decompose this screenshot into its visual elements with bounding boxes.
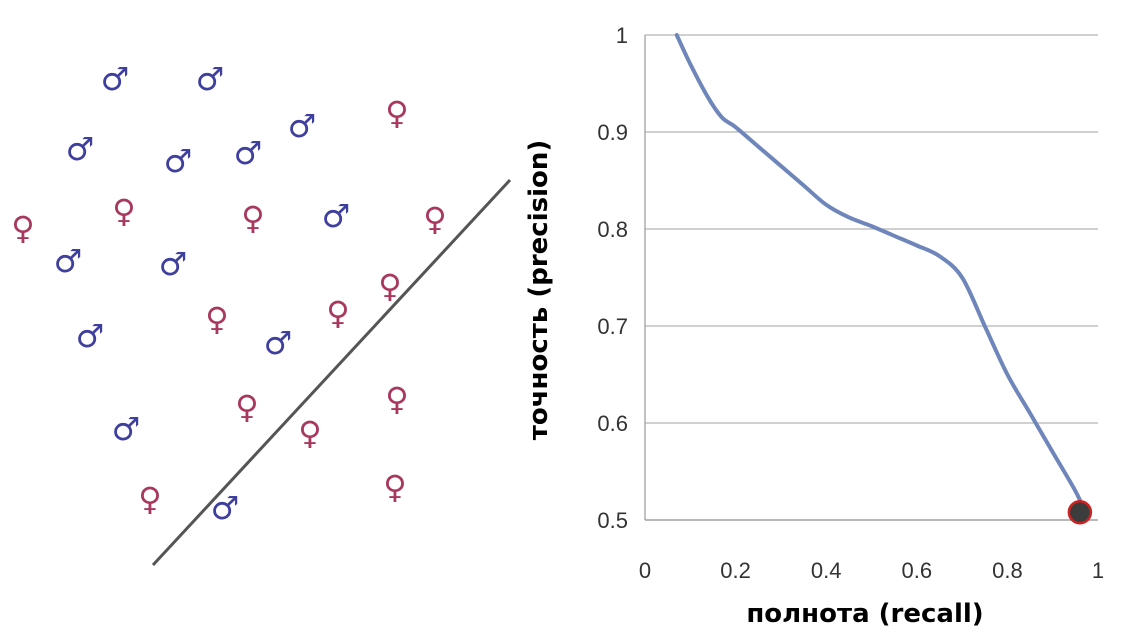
male-symbol-icon: ♂ (112, 410, 141, 448)
y-tick-label: 0.7 (597, 314, 628, 339)
y-tick-labels: 0.5 0.6 0.7 0.8 0.9 1 (597, 23, 628, 533)
male-symbol-icon: ♂ (234, 134, 263, 172)
female-symbol-icon: ♀ (298, 414, 321, 452)
y-tick-label: 1 (616, 23, 628, 48)
x-axis-label: полнота (recall) (746, 599, 983, 629)
gender-scatter-panel: ♂ ♂♂ ♂ ♂♂♂♂ ♂♂ ♂♂♂♀♀ ♀ ♀ ♀♀♀ ♀♀♀♀♀ ♀ (11, 60, 446, 527)
female-symbol-icon: ♀ (241, 199, 264, 237)
male-symbol-icon: ♂ (76, 317, 105, 355)
x-tick-label: 0 (639, 558, 651, 583)
y-tick-label: 0.9 (597, 120, 628, 145)
female-symbol-icon: ♀ (378, 267, 401, 305)
male-symbol-icon: ♂ (159, 245, 188, 283)
x-tick-labels: 0 0.2 0.4 0.6 0.8 1 (639, 558, 1104, 583)
male-symbol-icon: ♂ (101, 60, 130, 98)
precision-recall-chart: 0.5 0.6 0.7 0.8 0.9 1 0 0.2 0.4 0.6 0.8 1 полнота … (524, 23, 1104, 629)
male-symbol-icon: ♂ (164, 142, 193, 180)
male-symbol-icon: ♂ (322, 197, 351, 235)
male-symbol-icon: ♂ (54, 242, 83, 280)
male-symbol-icon: ♂ (211, 489, 240, 527)
x-tick-label: 0.8 (992, 558, 1023, 583)
separating-line (151, 178, 512, 567)
male-symbol-icon: ♂ (264, 324, 293, 362)
female-symbol-icon: ♀ (385, 380, 408, 418)
male-symbol-icon: ♂ (196, 60, 225, 98)
female-symbol-icon: ♀ (383, 468, 406, 506)
female-symbol-icon: ♀ (205, 300, 228, 338)
x-tick-label: 0.4 (811, 558, 842, 583)
x-tick-label: 0.6 (902, 558, 933, 583)
female-symbol-icon: ♀ (326, 294, 349, 332)
female-symbol-icon: ♀ (235, 388, 258, 426)
male-symbol-icon: ♂ (66, 130, 95, 168)
female-symbol-icon: ♀ (11, 209, 34, 247)
x-tick-label: 1 (1092, 558, 1104, 583)
y-tick-label: 0.5 (597, 508, 628, 533)
operating-point-marker (1067, 499, 1093, 525)
male-symbol-icon: ♂ (288, 107, 317, 145)
female-symbol-icon: ♀ (385, 94, 408, 132)
y-axis-label: точность (precision) (524, 140, 554, 441)
female-symbol-icon: ♀ (138, 480, 161, 518)
female-symbol-icon: ♀ (423, 200, 446, 238)
y-tick-label: 0.6 (597, 411, 628, 436)
female-symbol-icon: ♀ (112, 192, 135, 230)
y-tick-label: 0.8 (597, 217, 628, 242)
precision-recall-curve (674, 33, 1087, 513)
x-tick-label: 0.2 (720, 558, 751, 583)
